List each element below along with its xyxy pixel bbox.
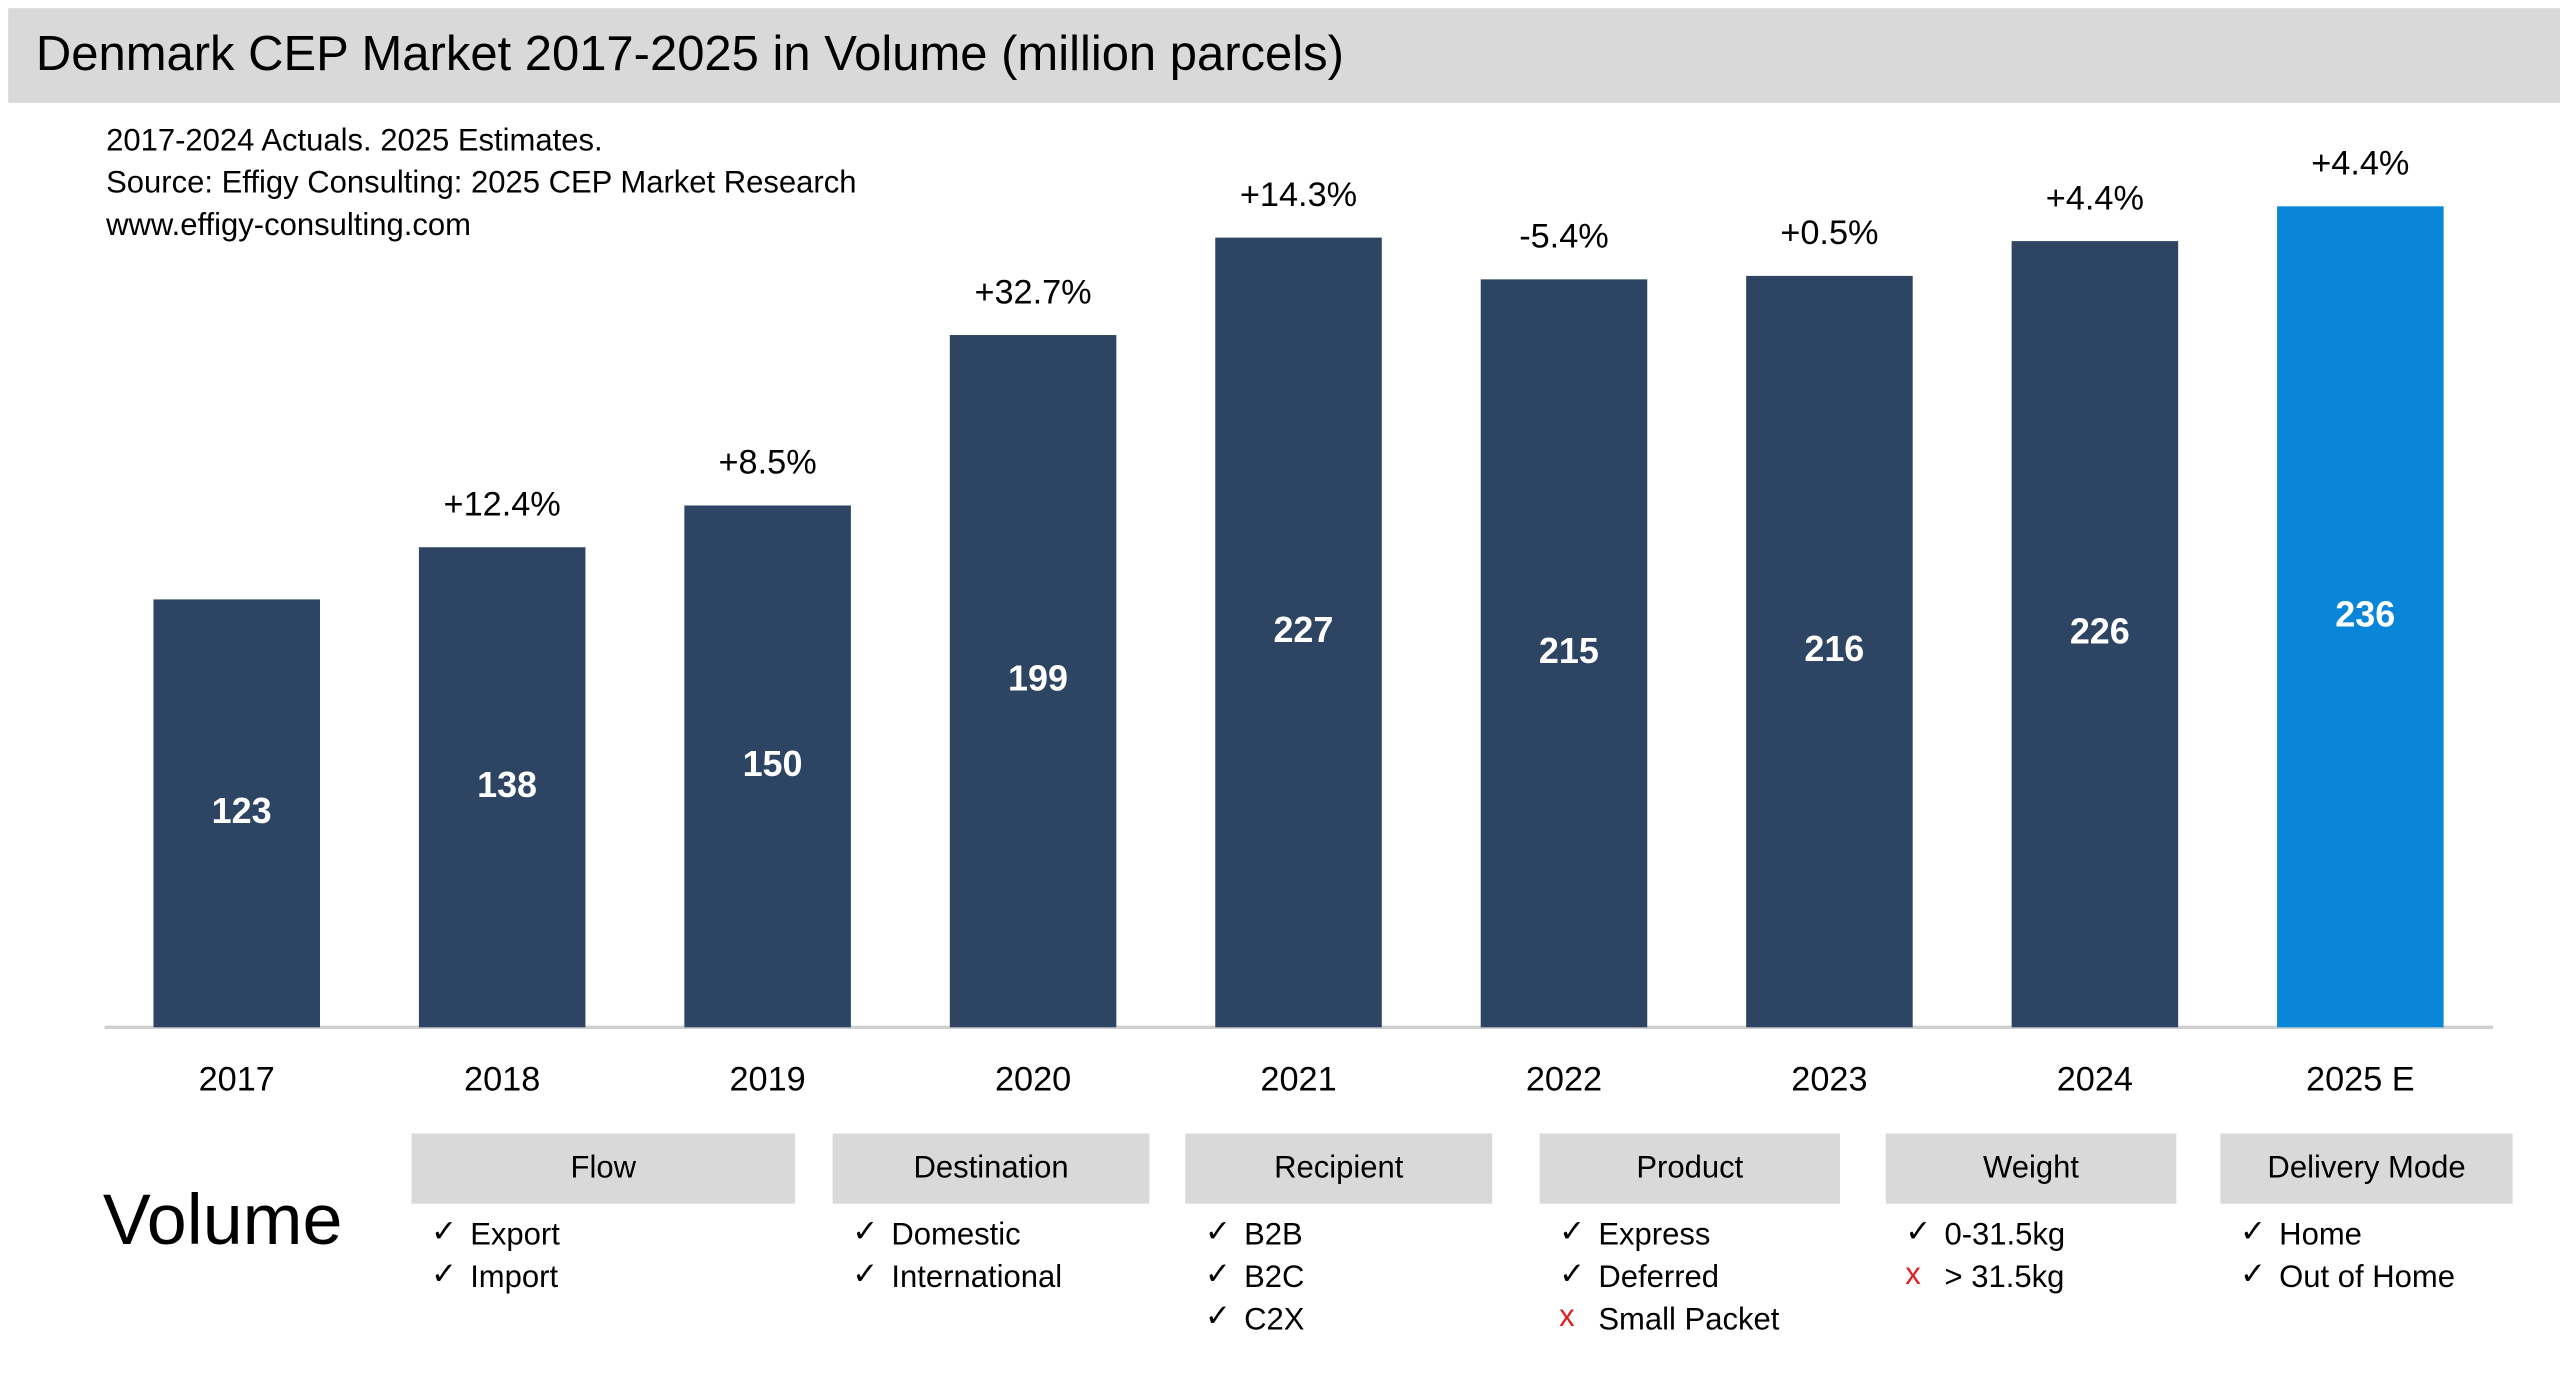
bar [1746,275,1913,1028]
growth-label: +4.4% [2311,145,2409,183]
item-mark: ✓ [2240,1256,2266,1291]
value-label: 236 [2335,593,2395,634]
x-tick-label: 2017 [199,1060,275,1098]
item-mark: x [1559,1298,1575,1333]
growth-label: -5.4% [1519,218,1609,256]
item-text: Import [470,1259,558,1294]
item-mark: ✓ [1559,1213,1585,1248]
item-mark: ✓ [2240,1213,2266,1248]
group-title: Destination [913,1150,1068,1185]
item-text: B2B [1244,1217,1303,1252]
item-mark: ✓ [1205,1213,1231,1248]
group-title: Flow [571,1150,637,1185]
item-text: C2X [1244,1301,1305,1336]
item-text: Deferred [1598,1259,1719,1294]
group-title: Recipient [1274,1150,1404,1185]
value-label: 199 [1008,658,1068,699]
value-label: 138 [477,764,537,805]
item-mark: ✓ [852,1213,878,1248]
item-text: Express [1598,1217,1710,1252]
bar [684,505,851,1028]
x-tick-label: 2020 [995,1060,1071,1098]
value-label: 215 [1539,630,1599,671]
item-mark: ✓ [431,1256,457,1291]
x-tick-label: 2025 E [2306,1060,2415,1098]
group-title: Weight [1983,1150,2079,1185]
value-label: 123 [212,790,272,831]
item-text: Export [470,1217,560,1252]
table-label: Volume [103,1180,343,1260]
item-text: Small Packet [1598,1301,1779,1336]
x-tick-label: 2022 [1526,1060,1602,1098]
x-tick-label: 2019 [730,1060,806,1098]
x-tick-label: 2024 [2057,1060,2133,1098]
value-label: 226 [2070,611,2130,652]
item-mark: ✓ [852,1256,878,1291]
group-header [1539,1133,1840,1204]
growth-label: +32.7% [974,273,1091,311]
group-header [411,1133,796,1204]
item-text: B2C [1244,1259,1304,1294]
growth-label: +4.4% [2046,179,2144,217]
bar [949,335,1117,1028]
item-text: 0-31.5kg [1944,1217,2065,1252]
value-label: 216 [1804,628,1864,669]
growth-label: +0.5% [1780,214,1878,252]
group-header [832,1133,1150,1204]
subtitle: Source: Effigy Consulting: 2025 CEP Mark… [106,165,856,200]
group-header [1185,1133,1493,1204]
growth-label: +12.4% [444,485,561,523]
item-text: Domestic [891,1217,1020,1252]
bar [1215,237,1382,1028]
growth-label: +8.5% [719,444,817,482]
item-mark: ✓ [431,1213,457,1248]
subtitle: www.effigy-consulting.com [105,207,471,242]
item-mark: x [1905,1256,1921,1291]
item-text: International [891,1259,1062,1294]
bar [153,599,320,1028]
item-mark: ✓ [1205,1298,1231,1333]
growth-label: +14.3% [1240,176,1357,214]
bar [2277,206,2444,1028]
subtitle: 2017-2024 Actuals. 2025 Estimates. [106,122,602,157]
bar [2011,241,2179,1028]
chart-title: Denmark CEP Market 2017-2025 in Volume (… [36,27,1344,81]
group-title: Product [1636,1150,1743,1185]
group-header [1885,1133,2177,1204]
item-text: Out of Home [2279,1259,2455,1294]
title-bar [8,8,2560,103]
value-label: 227 [1273,609,1333,650]
group-title: Delivery Mode [2267,1150,2465,1185]
item-mark: ✓ [1205,1256,1231,1291]
value-label: 150 [743,743,803,784]
item-mark: ✓ [1905,1213,1931,1248]
x-tick-label: 2023 [1791,1060,1867,1098]
bar [418,547,586,1028]
item-text: Home [2279,1217,2362,1252]
group-header [2220,1133,2513,1204]
item-mark: ✓ [1559,1256,1585,1291]
x-tick-label: 2021 [1260,1060,1336,1098]
x-tick-label: 2018 [464,1060,540,1098]
item-text: > 31.5kg [1944,1259,2064,1294]
bar [1480,279,1648,1028]
